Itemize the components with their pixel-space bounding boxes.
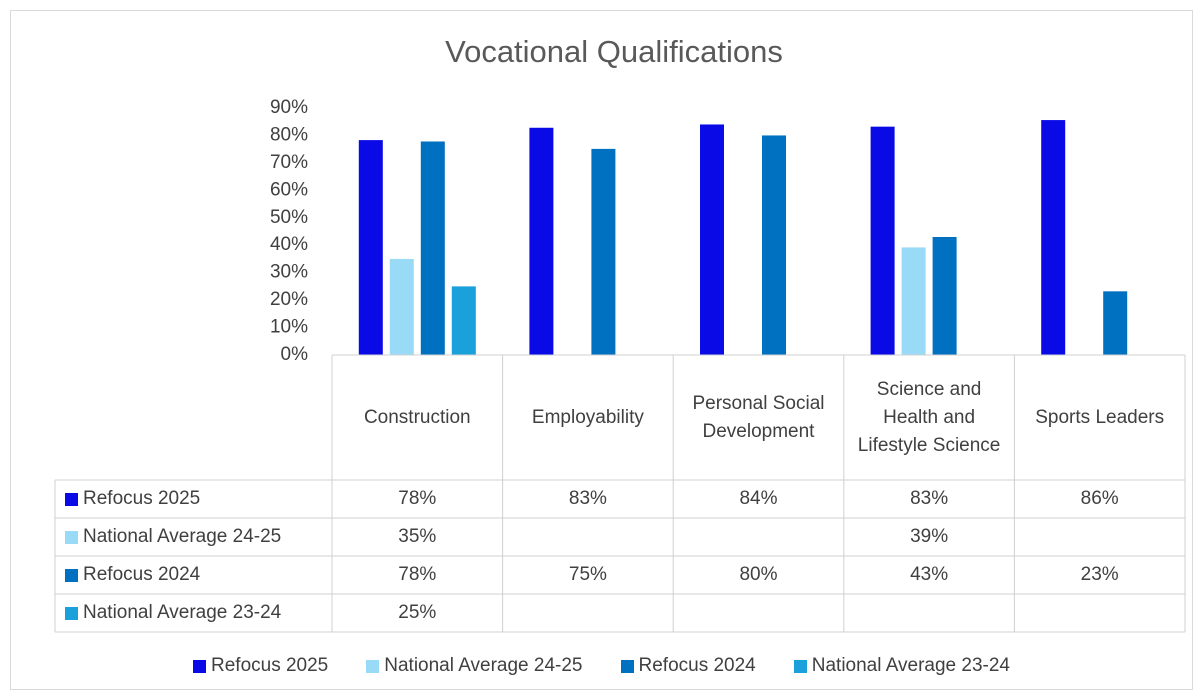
row-label: National Average 23-24 <box>83 602 282 623</box>
data-label: 78% <box>398 564 437 585</box>
category-label: Employability <box>531 406 644 428</box>
data-label: 78% <box>398 488 437 509</box>
data-label: 35% <box>398 526 437 547</box>
table-row-label: National Average 24-25 <box>55 518 332 556</box>
y-tick-label: 60% <box>270 179 308 200</box>
data-label: 83% <box>568 488 607 509</box>
category-label: Sports Leaders <box>1035 406 1165 428</box>
legend-key <box>65 606 78 620</box>
y-tick-label: 10% <box>270 317 308 338</box>
legend-key <box>366 659 380 673</box>
data-label: 75% <box>568 564 607 585</box>
y-tick-label: 30% <box>270 262 308 283</box>
data-label: 43% <box>910 564 949 585</box>
y-tick-label: 80% <box>270 124 308 145</box>
bar <box>1041 120 1066 355</box>
legend-entry: National Average 24-25 <box>366 652 583 680</box>
table-row-label: Refocus 2025 <box>55 480 332 518</box>
data-label: 80% <box>739 564 778 585</box>
legend-label: Refocus 2025 <box>211 655 329 676</box>
legend-key <box>793 659 807 673</box>
table-row-label: Refocus 2024 <box>55 556 332 594</box>
chart-title: Vocational Qualifications <box>445 34 783 69</box>
legend-key <box>65 568 78 582</box>
bar <box>1103 291 1128 355</box>
data-label: 84% <box>739 488 778 509</box>
data-label: 39% <box>910 526 949 547</box>
data-label: 23% <box>1080 564 1119 585</box>
row-label: Refocus 2025 <box>83 488 201 509</box>
bar <box>870 126 895 355</box>
table-row-label: National Average 23-24 <box>55 594 332 632</box>
row-label: Refocus 2024 <box>83 564 201 585</box>
y-tick-label: 0% <box>281 344 309 365</box>
bar <box>420 141 445 355</box>
y-tick-label: 50% <box>270 207 308 228</box>
legend-key <box>65 492 78 506</box>
legend-key <box>193 659 206 673</box>
category-label: Personal Social Development <box>692 392 825 442</box>
bar <box>389 258 414 355</box>
y-tick-label: 70% <box>270 152 308 173</box>
legend-key <box>65 530 78 544</box>
bar <box>700 124 724 355</box>
bar <box>451 286 476 355</box>
y-tick-label: 40% <box>270 234 308 255</box>
y-tick-label: 90% <box>270 97 308 118</box>
legend-entry: Refocus 2025 <box>193 652 328 680</box>
category-label: Science and Health and Lifestyle Science <box>857 378 1001 456</box>
bar <box>901 247 926 355</box>
legend-label: National Average 24-25 <box>384 655 583 676</box>
legend-entry: National Average 23-24 <box>793 652 1010 680</box>
bar <box>762 135 786 355</box>
bar <box>358 140 383 355</box>
legend-label: Refocus 2024 <box>638 655 756 676</box>
bar <box>932 236 957 355</box>
row-label: National Average 24-25 <box>83 526 282 547</box>
data-label: 83% <box>910 488 949 509</box>
data-label: 86% <box>1080 488 1119 509</box>
legend-label: National Average 23-24 <box>811 655 1010 676</box>
data-label: 25% <box>398 602 437 623</box>
bar <box>529 127 554 355</box>
category-label: Construction <box>363 406 471 428</box>
legend: Refocus 2025 National Average 24-25 Refocu… <box>10 648 1193 684</box>
y-tick-label: 20% <box>270 289 308 310</box>
legend-entry: Refocus 2024 <box>620 652 756 680</box>
bar <box>591 148 616 355</box>
legend-key <box>620 659 634 673</box>
